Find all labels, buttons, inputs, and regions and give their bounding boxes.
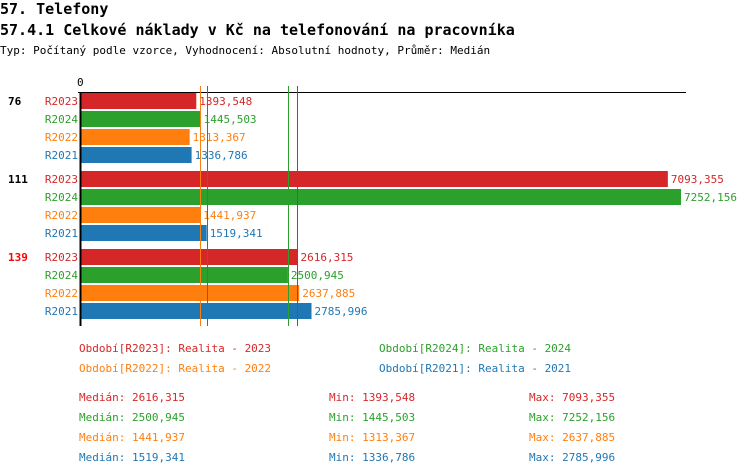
stat-min: Min: 1336,786 [329,451,416,464]
bar [81,267,288,283]
chart-info: Typ: Počítaný podle vzorce, Vyhodnocení:… [0,44,491,57]
bar [81,225,207,241]
bar-value-label: 1393,548 [199,95,252,108]
bar [81,147,192,163]
stat-median: Medián: 1519,341 [79,451,185,464]
series-label: R2022 [45,209,78,222]
stat-min: Min: 1393,548 [329,391,416,404]
page-title: 57. Telefony [0,0,109,18]
x-tick-label: 0 [77,76,84,89]
bar-value-label: 1519,341 [210,227,263,240]
legend-item: Období[R2024]: Realita - 2024 [379,342,572,355]
stat-median: Medián: 2500,945 [79,411,185,424]
series-label: R2023 [45,251,78,264]
stat-min: Min: 1313,367 [329,431,416,444]
bar-value-label: 7093,355 [671,173,724,186]
stat-max: Max: 7252,156 [529,411,616,424]
series-label: R2024 [45,269,78,282]
bar [81,93,197,109]
bar-value-label: 2616,315 [300,251,353,264]
bar-value-label: 2785,996 [314,305,367,318]
series-label: R2022 [45,287,78,300]
stat-min: Min: 1445,503 [329,411,416,424]
stat-median: Medián: 2616,315 [79,391,185,404]
bar [81,285,300,301]
stat-max: Max: 2785,996 [529,451,616,464]
bar [81,189,681,205]
series-label: R2024 [45,113,78,126]
bar-value-label: 2637,885 [302,287,355,300]
bar-value-label: 1313,367 [193,131,246,144]
bar-value-label: 1336,786 [195,149,248,162]
bar-value-label: 2500,945 [291,269,344,282]
stat-max: Max: 7093,355 [529,391,616,404]
series-label: R2021 [45,149,78,162]
series-label: R2021 [45,305,78,318]
chart-title: 57.4.1 Celkové náklady v Kč na telefonov… [0,21,515,39]
legend-item: Období[R2021]: Realita - 2021 [379,362,572,375]
group-label: 76 [8,95,22,108]
stat-median: Medián: 1441,937 [79,431,185,444]
group-label: 139 [8,251,28,264]
series-label: R2022 [45,131,78,144]
series-label: R2021 [45,227,78,240]
stat-max: Max: 2637,885 [529,431,616,444]
bar [81,207,201,223]
bar-value-label: 7252,156 [684,191,737,204]
bar [81,171,668,187]
bar [81,111,201,127]
legend-item: Období[R2022]: Realita - 2022 [79,362,272,375]
bar [81,129,190,145]
series-label: R2023 [45,95,78,108]
group-label: 111 [8,173,28,186]
bar-value-label: 1445,503 [204,113,257,126]
series-label: R2024 [45,191,78,204]
bar [81,249,298,265]
bar-value-label: 1441,937 [203,209,256,222]
series-label: R2023 [45,173,78,186]
legend-item: Období[R2023]: Realita - 2023 [79,342,272,355]
bar [81,303,312,319]
